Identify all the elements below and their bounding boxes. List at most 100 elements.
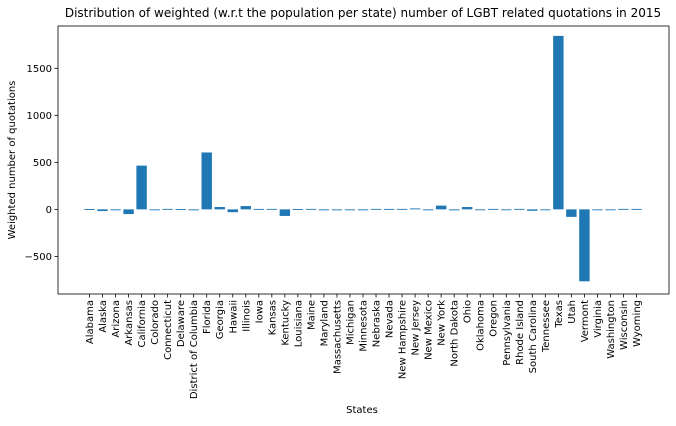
bar-louisiana: [292, 209, 304, 210]
bar-pennsylvania: [501, 209, 512, 211]
bar-connecticut: [162, 208, 173, 210]
bar-tennessee: [540, 209, 551, 211]
x-tick-label: Iowa: [254, 300, 265, 323]
x-tick-label: Rhode Island: [515, 300, 526, 365]
x-tick-label: Oklahoma: [476, 300, 487, 351]
bar-alaska: [97, 209, 108, 212]
x-tick-label: New Hampshire: [398, 300, 409, 379]
x-tick-label: Florida: [202, 300, 213, 334]
x-tick-label: Alabama: [85, 300, 96, 344]
bar-virginia: [592, 209, 603, 211]
bar-wyoming: [631, 208, 642, 210]
bar-maine: [305, 208, 317, 210]
x-tick-label: Virginia: [593, 300, 604, 338]
bar-rhode-island: [514, 208, 525, 210]
x-tick-label: Nevada: [385, 300, 396, 338]
bar-nebraska: [370, 208, 382, 210]
y-tick-label: 1500: [27, 64, 52, 75]
x-tick-label: Utah: [567, 300, 578, 324]
y-tick-label: 500: [33, 158, 52, 169]
x-tick-label: Hawaii: [228, 300, 239, 334]
x-tick-label: Arkansas: [124, 300, 135, 346]
bar-arkansas: [123, 209, 134, 215]
x-tick-label: Vermont: [580, 300, 591, 342]
bar-wisconsin: [618, 208, 629, 210]
bar-new-york: [435, 205, 447, 210]
x-tick-label: Pennsylvania: [502, 300, 513, 366]
x-tick-label: Kentucky: [280, 300, 291, 346]
bar-north-dakota: [448, 209, 460, 211]
x-tick-label: Louisiana: [293, 300, 304, 347]
y-axis: −500 0 500 1000 1500: [25, 64, 58, 263]
bar-new-jersey: [409, 208, 421, 210]
bar-kentucky: [279, 209, 291, 216]
y-axis-label: Weighted number of quotations: [7, 81, 18, 240]
bar-oregon: [488, 208, 499, 210]
y-tick-label: −500: [25, 252, 52, 263]
x-tick-label: Georgia: [215, 300, 226, 339]
bar-vermont: [579, 209, 590, 282]
x-tick-label: Massachusetts: [332, 300, 343, 374]
x-tick-label: New Mexico: [424, 300, 435, 360]
bar-alabama: [84, 209, 95, 210]
x-tick-label: Michigan: [345, 300, 356, 345]
x-tick-label: Oregon: [489, 300, 500, 337]
x-tick-label: Illinois: [241, 300, 252, 332]
bar-california: [136, 165, 147, 210]
x-tick-label: Texas: [554, 300, 565, 329]
bar-florida: [201, 152, 212, 210]
x-axis: Alabama Alaska Arizona Arkansas California Co…: [85, 294, 643, 399]
bar-massachusetts: [331, 209, 343, 211]
bar-hawaii: [227, 209, 238, 213]
x-tick-label: Wisconsin: [619, 300, 630, 350]
x-tick-label: Washington: [606, 300, 617, 359]
bar-arizona: [110, 209, 121, 211]
bar-washington: [605, 209, 616, 211]
y-tick-label: 0: [46, 205, 52, 216]
bar-michigan: [344, 209, 356, 211]
bar-minnesota: [357, 209, 369, 211]
bar-delaware: [175, 209, 186, 210]
bar-utah: [566, 209, 577, 217]
x-tick-label: Minnesota: [359, 300, 370, 352]
x-tick-label: South Carolina: [528, 300, 539, 373]
x-tick-label: Tennessee: [541, 300, 552, 353]
bar-district-of-columbia: [188, 209, 199, 211]
x-tick-label: District of Columbia: [189, 300, 200, 399]
bar-texas: [553, 35, 564, 210]
x-tick-label: New York: [437, 300, 448, 346]
x-tick-label: Colorado: [150, 300, 161, 345]
x-tick-label: Nebraska: [372, 300, 383, 347]
x-tick-label: Kansas: [267, 300, 278, 335]
bar-kansas: [266, 208, 278, 210]
x-tick-label: Arizona: [111, 300, 122, 338]
bar-maryland: [318, 209, 330, 211]
x-tick-label: Delaware: [176, 300, 187, 347]
x-axis-label: States: [346, 405, 378, 416]
bar-nevada: [383, 208, 395, 210]
x-tick-label: North Dakota: [450, 300, 461, 367]
bar-ohio: [461, 207, 473, 210]
bars-group: [84, 35, 642, 282]
y-tick-label: 1000: [27, 111, 52, 122]
bar-iowa: [253, 208, 265, 210]
x-tick-label: Maine: [306, 300, 317, 330]
x-tick-label: Alaska: [98, 300, 109, 333]
x-tick-label: Maryland: [319, 300, 330, 346]
x-tick-label: Wyoming: [632, 300, 643, 347]
plot-frame: [57, 25, 670, 295]
x-tick-label: Connecticut: [163, 300, 174, 360]
bar-illinois: [240, 206, 251, 210]
x-tick-label: California: [137, 300, 148, 348]
chart-title: Distribution of weighted (w.r.t the popu…: [65, 6, 661, 20]
bar-georgia: [214, 207, 225, 210]
bar-new-hampshire: [396, 208, 408, 210]
bar-south-carolina: [527, 209, 538, 211]
bar-colorado: [149, 209, 160, 211]
bar-new-mexico: [422, 209, 434, 211]
x-tick-label: New Jersey: [411, 300, 422, 356]
bar-oklahoma: [475, 209, 486, 211]
x-tick-label: Ohio: [463, 300, 474, 323]
